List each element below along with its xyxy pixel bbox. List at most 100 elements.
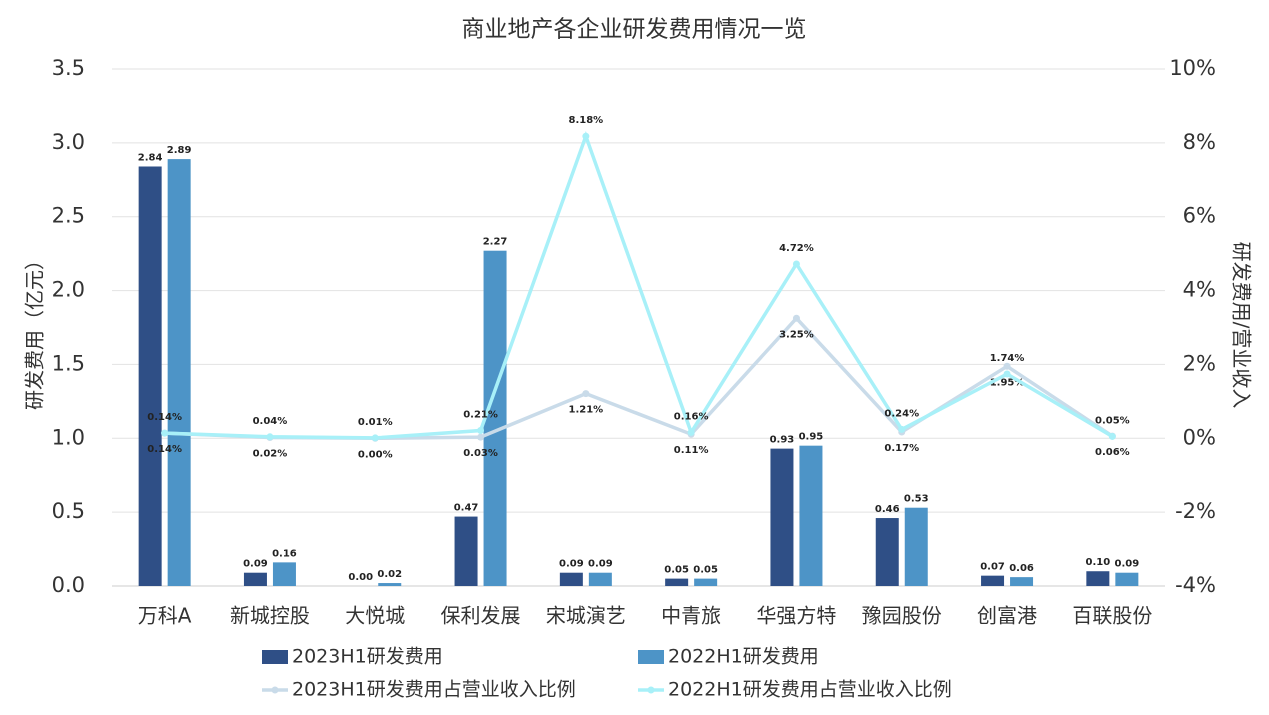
x-tick-label: 百联股份 <box>1072 604 1152 628</box>
line-label: 0.14% <box>147 444 182 455</box>
bar <box>904 507 928 586</box>
bar-label: 0.95 <box>799 432 824 443</box>
y2-tick-label: 10% <box>1169 56 1216 80</box>
line-label: 0.01% <box>358 417 393 428</box>
legend-label: 2022H1研发费用 <box>668 646 819 668</box>
bar-label: 0.16 <box>272 548 297 559</box>
line-label: 0.11% <box>674 445 709 456</box>
y-tick-label: 0.0 <box>52 573 85 597</box>
bar-label: 0.10 <box>1086 557 1111 568</box>
chart-title: 商业地产各企业研发费用情况一览 <box>462 17 807 43</box>
line-label: 0.04% <box>253 416 288 427</box>
bar <box>559 572 583 586</box>
line-marker <box>582 132 590 140</box>
bar <box>483 250 507 586</box>
bar-label: 0.09 <box>1115 559 1140 570</box>
bar <box>875 518 899 586</box>
bar <box>770 448 794 586</box>
line-label: 3.25% <box>779 329 814 340</box>
bar <box>138 166 162 586</box>
bar <box>665 578 689 586</box>
bar <box>243 572 267 586</box>
y2-tick-label: 4% <box>1183 278 1216 302</box>
bar-label: 0.06 <box>1009 563 1034 574</box>
line-marker <box>792 314 800 322</box>
bar-label: 0.09 <box>588 559 613 570</box>
y-tick-label: 2.0 <box>52 278 85 302</box>
bar-label: 0.53 <box>904 494 929 505</box>
y2-tick-label: -2% <box>1175 499 1216 523</box>
bar <box>981 575 1005 586</box>
legend-swatch <box>647 686 655 694</box>
y2-tick-label: 2% <box>1183 351 1216 375</box>
bar <box>588 572 612 586</box>
bar <box>378 583 402 586</box>
line-label: 0.00% <box>358 449 393 460</box>
line-marker <box>1108 432 1116 440</box>
bar <box>799 445 823 586</box>
line-label: 0.17% <box>884 443 919 454</box>
y2-tick-label: -4% <box>1175 573 1216 597</box>
line-marker <box>687 428 695 436</box>
x-tick-label: 新城控股 <box>230 604 310 628</box>
bar <box>1086 571 1110 586</box>
line-label: 0.24% <box>884 408 919 419</box>
y2-tick-label: 6% <box>1183 204 1216 228</box>
y2-tick-label: 8% <box>1183 130 1216 154</box>
line <box>164 131 1114 440</box>
bar-label: 0.46 <box>875 504 900 515</box>
bar-label: 0.47 <box>454 503 479 514</box>
legend-swatch <box>638 650 664 664</box>
y-tick-label: 1.0 <box>52 425 85 449</box>
bar <box>694 578 718 586</box>
bar-label: 0.02 <box>377 569 402 580</box>
line-label: 1.21% <box>568 405 603 416</box>
bar-label: 0.09 <box>243 559 268 570</box>
legend-label: 2023H1研发费用 <box>292 646 443 668</box>
line-marker <box>1003 370 1011 378</box>
bar-label: 2.84 <box>138 152 163 163</box>
x-tick-label: 豫园股份 <box>862 604 942 628</box>
y-axis-title: 研发费用（亿元） <box>23 250 47 410</box>
line-label: 1.95% <box>990 377 1025 388</box>
bar <box>167 159 191 586</box>
legend-swatch <box>262 650 288 664</box>
x-tick-label: 保利发展 <box>441 604 521 628</box>
line-label: 1.74% <box>990 353 1025 364</box>
line-marker <box>161 429 169 437</box>
line-label: 0.21% <box>463 410 498 421</box>
line-label: 0.16% <box>674 411 709 422</box>
x-tick-label: 宋城演艺 <box>546 604 626 628</box>
bar <box>272 562 296 586</box>
x-tick-label: 华强方特 <box>756 604 836 628</box>
line-label: 4.72% <box>779 243 814 254</box>
x-tick-label: 万科A <box>138 604 192 628</box>
line <box>164 315 1114 441</box>
line-label: 0.06% <box>1095 447 1130 458</box>
y-tick-label: 3.5 <box>52 56 85 80</box>
y-tick-label: 0.5 <box>52 499 85 523</box>
bar-label: 0.05 <box>693 565 718 576</box>
y-tick-label: 2.5 <box>52 204 85 228</box>
legend-label: 2022H1研发费用占营业收入比例 <box>668 679 952 701</box>
bar-label: 2.27 <box>483 237 508 248</box>
y2-axis-title: 研发费用/营业收入 <box>1230 242 1254 409</box>
legend-swatch <box>271 686 279 694</box>
bar-label: 0.07 <box>980 562 1005 573</box>
line-marker <box>266 433 274 441</box>
line-marker <box>582 390 590 398</box>
line-marker <box>371 434 379 442</box>
legend-label: 2023H1研发费用占营业收入比例 <box>292 679 576 701</box>
line-marker <box>792 260 800 268</box>
bar <box>1010 577 1034 586</box>
bar-label: 0.09 <box>559 559 584 570</box>
x-tick-label: 创富港 <box>977 604 1037 628</box>
line-label: 0.05% <box>1095 415 1130 426</box>
y-tick-label: 3.0 <box>52 130 85 154</box>
line-label: 8.18% <box>568 115 603 126</box>
line-marker <box>477 433 485 441</box>
y2-tick-label: 0% <box>1183 425 1216 449</box>
bar-label: 0.00 <box>348 572 373 583</box>
